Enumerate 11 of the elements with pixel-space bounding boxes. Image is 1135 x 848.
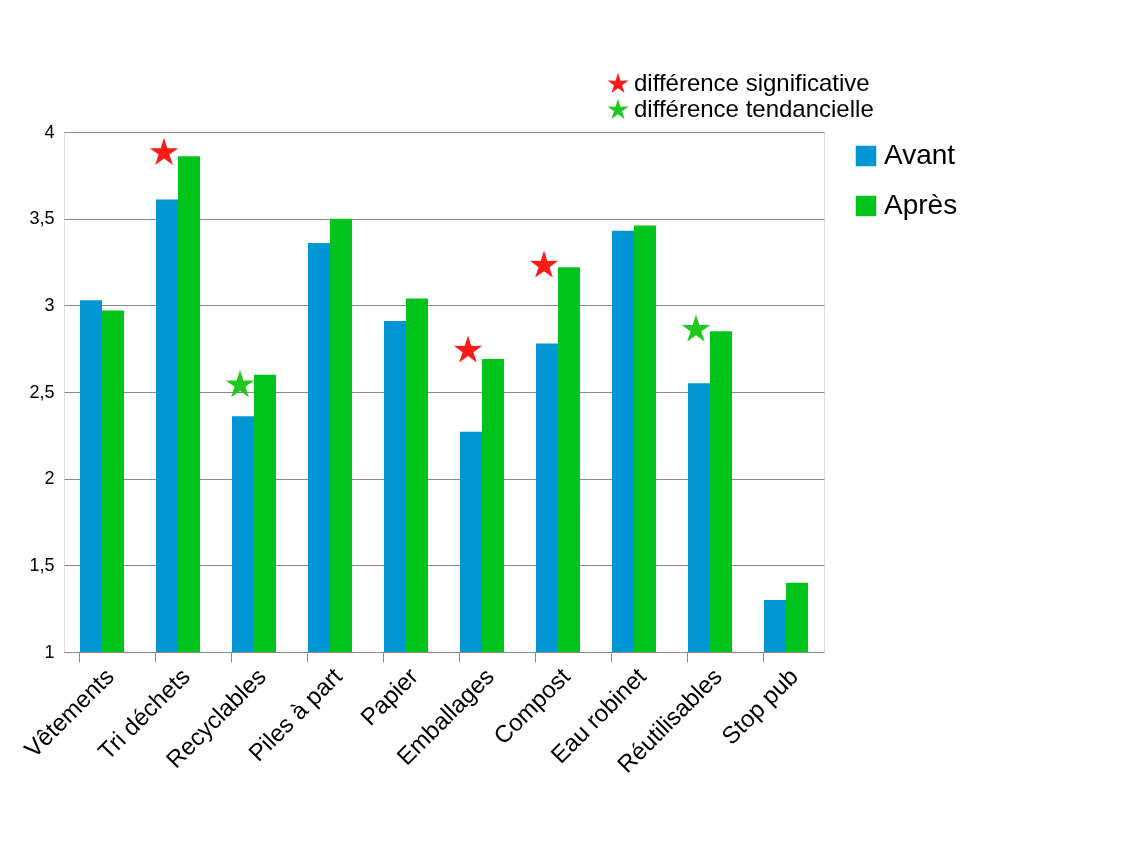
y-tick-label: 3,5 <box>29 208 55 229</box>
y-tick-label: 1,5 <box>29 554 55 575</box>
y-tick-label: 3 <box>44 294 55 315</box>
y-tick-label: 1 <box>44 641 55 662</box>
legend-label: différence significative <box>634 69 870 96</box>
legend-label: Après <box>884 189 958 220</box>
y-tick-label: 2 <box>44 468 55 489</box>
y-tick-label: 4 <box>44 121 55 142</box>
y-tick-label: 2,5 <box>29 381 55 402</box>
legend-label: différence tendancielle <box>634 95 874 122</box>
legend-label: Avant <box>884 139 956 170</box>
